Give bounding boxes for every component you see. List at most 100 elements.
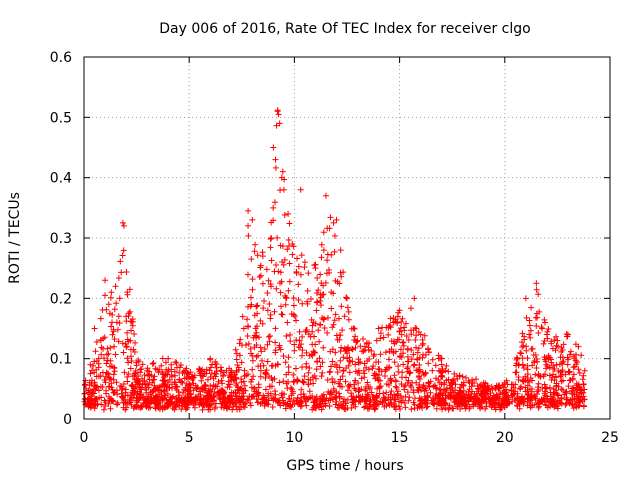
roti-point xyxy=(362,347,369,354)
roti-point xyxy=(177,379,184,386)
roti-point xyxy=(248,376,255,383)
roti-point xyxy=(514,355,521,362)
roti-point xyxy=(320,247,327,254)
roti-point xyxy=(402,320,409,327)
roti-point xyxy=(98,401,105,408)
roti-point xyxy=(523,314,530,321)
roti-point xyxy=(272,347,279,354)
roti-point xyxy=(320,344,327,351)
roti-point xyxy=(521,398,528,405)
roti-point xyxy=(429,367,436,374)
roti-point xyxy=(129,373,136,380)
roti-point xyxy=(351,385,358,392)
roti-point xyxy=(268,235,275,241)
roti-point xyxy=(203,402,210,409)
roti-point xyxy=(488,383,495,390)
roti-point xyxy=(558,395,565,402)
roti-point xyxy=(450,405,457,412)
roti-point xyxy=(93,383,100,390)
roti-point xyxy=(255,352,262,359)
roti-point xyxy=(266,300,273,307)
roti-point xyxy=(532,395,539,402)
roti-point xyxy=(350,401,357,408)
roti-point xyxy=(420,340,427,347)
roti-point xyxy=(549,374,556,381)
roti-point xyxy=(414,355,421,362)
roti-point xyxy=(276,342,283,349)
roti-point xyxy=(241,382,248,389)
roti-point xyxy=(524,395,531,402)
roti-point xyxy=(497,406,504,413)
roti-point xyxy=(302,328,309,335)
roti-point xyxy=(250,373,257,380)
roti-point xyxy=(123,313,130,320)
roti-point xyxy=(545,326,552,333)
roti-point xyxy=(533,355,540,362)
roti-point xyxy=(100,406,107,413)
roti-point xyxy=(454,391,461,398)
roti-point xyxy=(352,344,359,351)
roti-point xyxy=(193,395,200,402)
roti-point xyxy=(373,337,380,344)
roti-point xyxy=(312,375,319,382)
roti-point xyxy=(346,369,353,376)
roti-point xyxy=(555,392,562,399)
roti-point xyxy=(251,384,258,391)
roti-point xyxy=(307,295,314,302)
roti-point xyxy=(244,303,251,310)
roti-point xyxy=(162,370,169,377)
y-tick-label: 0.4 xyxy=(50,171,72,187)
roti-point xyxy=(87,370,94,377)
roti-point xyxy=(115,313,122,320)
roti-point xyxy=(355,367,362,374)
roti-point xyxy=(261,346,268,353)
roti-point xyxy=(233,356,240,363)
roti-point xyxy=(110,328,117,335)
roti-point xyxy=(206,393,213,400)
roti-point xyxy=(245,323,252,330)
roti-point xyxy=(257,317,264,324)
roti-point xyxy=(180,368,187,375)
roti-point xyxy=(304,287,311,294)
roti-point xyxy=(281,256,288,263)
roti-point xyxy=(126,286,133,293)
roti-point xyxy=(253,323,260,330)
roti-point xyxy=(438,397,445,404)
roti-point xyxy=(414,349,421,356)
roti-point xyxy=(321,315,328,322)
roti-point xyxy=(107,294,114,301)
roti-point xyxy=(151,376,158,383)
roti-point xyxy=(86,379,93,386)
roti-point xyxy=(567,376,574,383)
roti-point xyxy=(520,342,527,349)
roti-point xyxy=(471,390,478,397)
roti-point xyxy=(173,399,180,406)
roti-point xyxy=(186,373,193,380)
roti-point xyxy=(164,403,171,410)
roti-point xyxy=(128,394,135,401)
roti-point xyxy=(462,398,469,405)
x-tick-label: 10 xyxy=(285,430,303,446)
roti-point xyxy=(197,366,204,373)
roti-point xyxy=(495,395,502,402)
roti-point xyxy=(127,365,134,372)
roti-point xyxy=(377,383,384,390)
roti-point xyxy=(278,392,285,399)
roti-point xyxy=(285,378,292,385)
roti-point xyxy=(159,355,166,362)
roti-point xyxy=(310,380,317,387)
roti-point xyxy=(409,379,416,386)
roti-point xyxy=(302,398,309,405)
roti-point xyxy=(454,375,461,382)
roti-point xyxy=(175,396,182,403)
roti-point xyxy=(196,401,203,408)
roti-point xyxy=(257,344,264,351)
roti-point xyxy=(310,319,317,326)
roti-point xyxy=(187,381,194,388)
roti-point xyxy=(172,372,179,379)
roti-point xyxy=(240,325,247,332)
roti-point xyxy=(249,216,256,223)
roti-point xyxy=(321,325,328,332)
roti-point xyxy=(197,391,204,398)
roti-point xyxy=(517,386,524,393)
